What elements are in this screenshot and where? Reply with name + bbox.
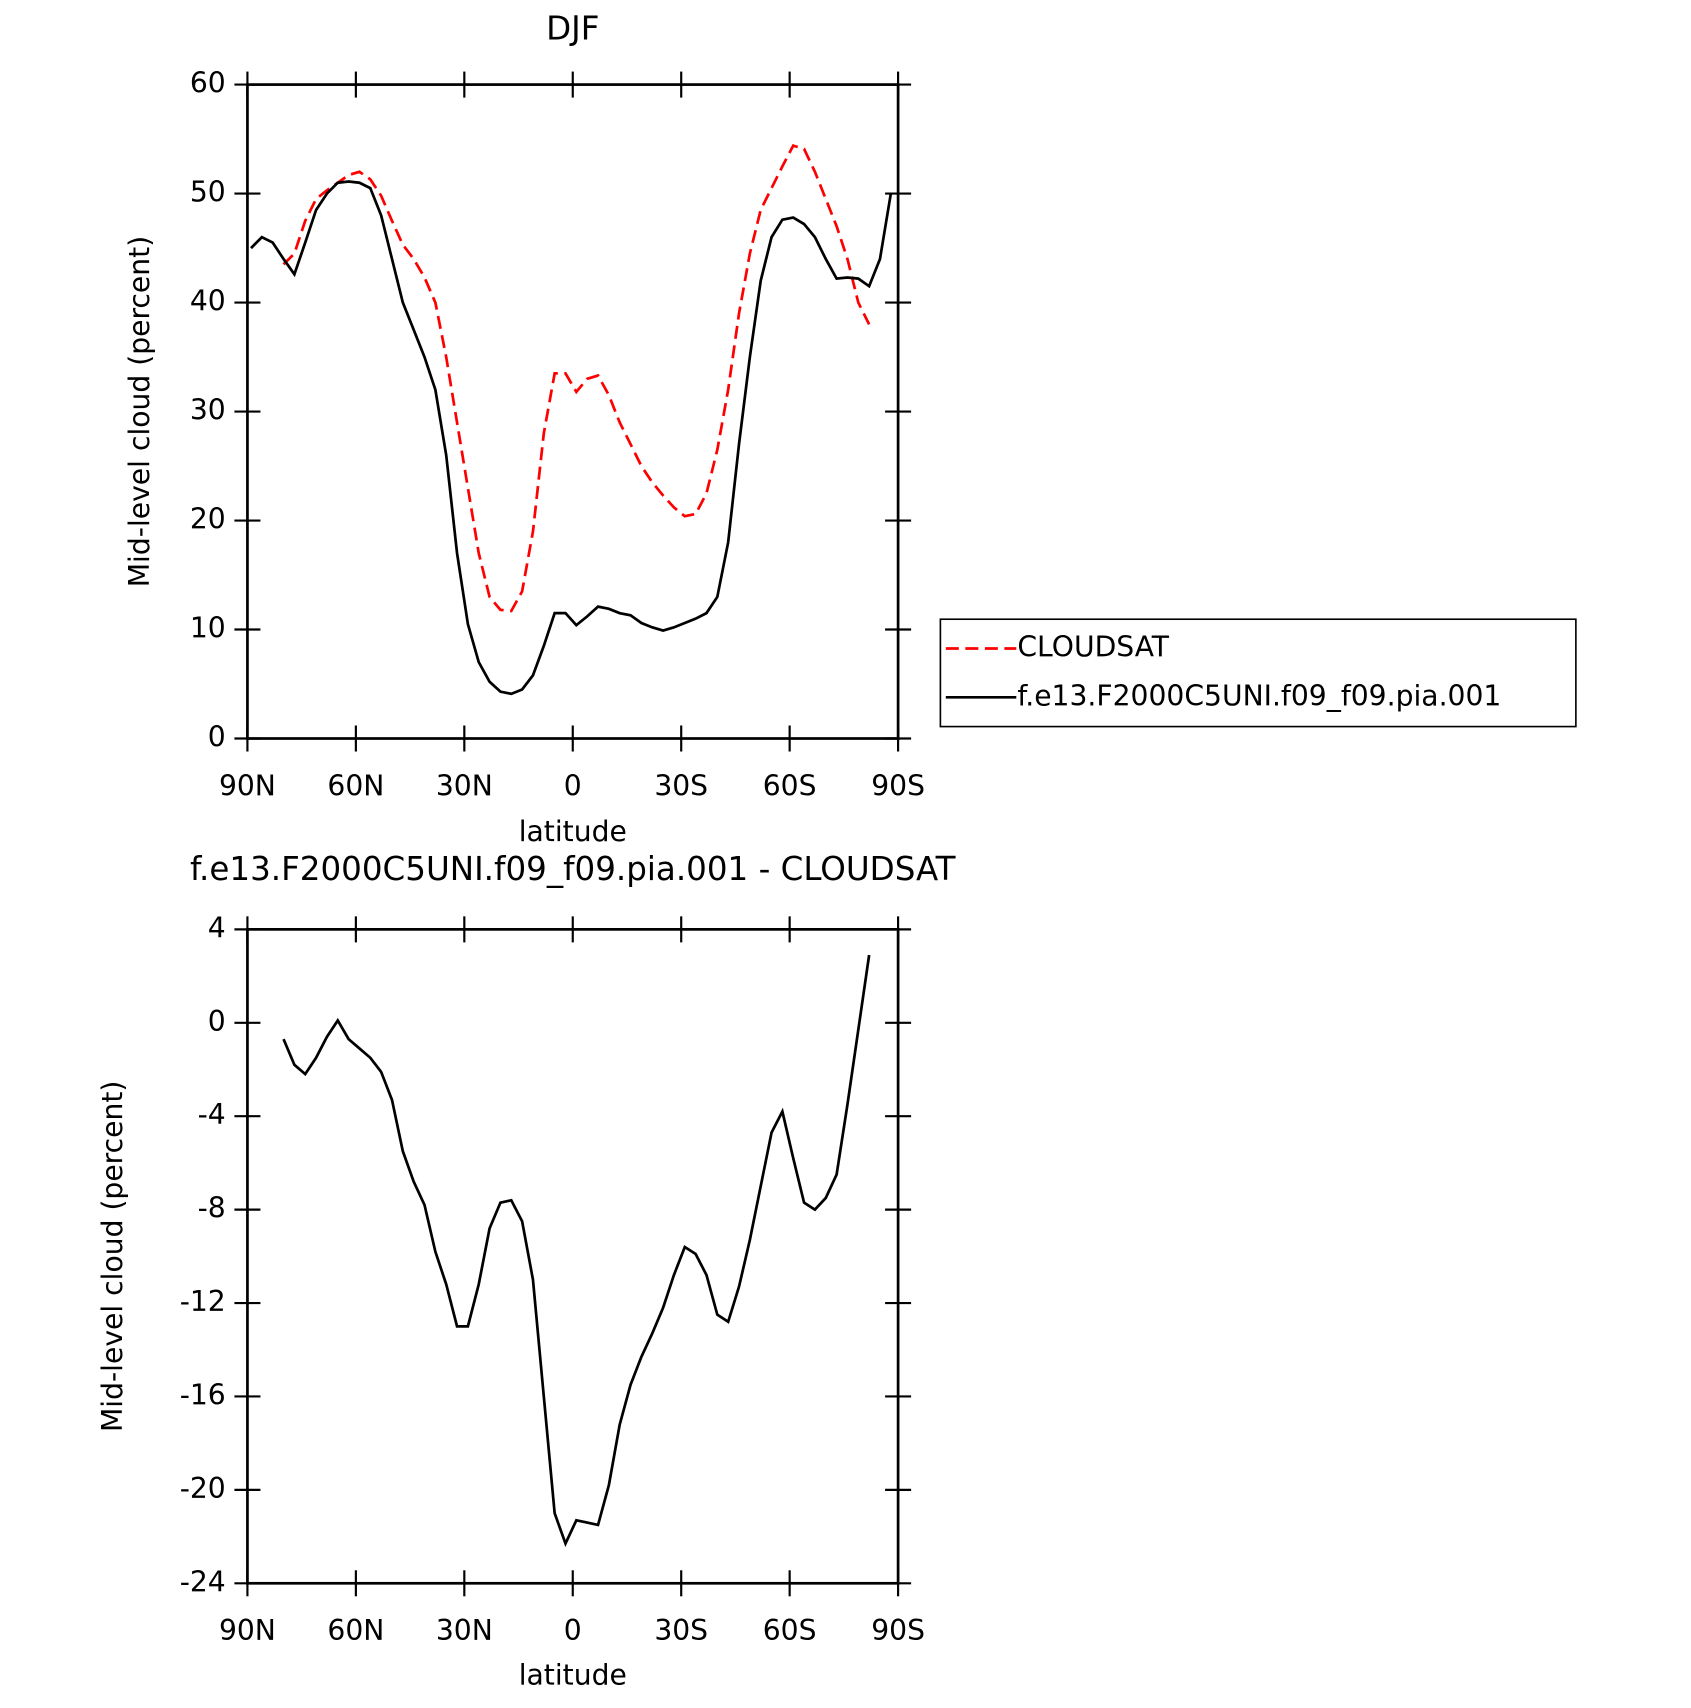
series-line [282,144,871,613]
x-tick-label: 30N [436,769,493,802]
x-axis-label: latitude [519,815,627,848]
x-tick-label: 90N [219,1614,276,1647]
legend-label: CLOUDSAT [1017,630,1169,663]
plot-frame [246,928,900,1585]
y-tick-label: -8 [198,1192,226,1225]
chart-title: f.e13.F2000C5UNI.f09_f09.pia.001 - CLOUD… [190,850,956,888]
x-tick-label: 90S [871,769,925,802]
x-tick-label: 0 [564,769,582,802]
y-tick-label: -24 [180,1565,226,1598]
x-tick-label: 60S [763,1614,817,1647]
x-tick-label: 0 [564,1614,582,1647]
y-tick-label: 20 [190,503,226,536]
series-line [282,954,871,1548]
series-line [250,180,893,696]
chart-title: DJF [546,9,599,47]
y-tick-label: 30 [190,394,226,427]
x-axis-label: latitude [519,1659,627,1692]
y-tick-label: 50 [190,176,226,209]
legend-box [939,618,1577,728]
x-tick-label: 30N [436,1614,493,1647]
y-tick-label: 40 [190,285,226,318]
y-tick-label: 60 [190,67,226,100]
legend-label: f.e13.F2000C5UNI.f09_f09.pia.001 [1017,679,1501,712]
x-tick-label: 90N [219,769,276,802]
y-tick-label: 4 [208,911,226,944]
y-tick-label: -20 [180,1472,226,1505]
x-tick-label: 60N [327,769,384,802]
y-tick-label: -16 [180,1378,226,1411]
y-tick-label: 0 [208,1005,226,1038]
y-axis-label: Mid-level cloud (percent) [123,236,156,587]
x-tick-label: 60N [327,1614,384,1647]
y-axis-label: Mid-level cloud (percent) [96,1081,129,1432]
y-tick-label: -4 [198,1098,226,1131]
x-tick-label: 60S [763,769,817,802]
x-tick-label: 30S [654,769,708,802]
y-tick-label: -12 [180,1285,226,1318]
x-tick-label: 90S [871,1614,925,1647]
x-tick-label: 30S [654,1614,708,1647]
y-tick-label: 0 [208,721,226,754]
y-tick-label: 10 [190,612,226,645]
